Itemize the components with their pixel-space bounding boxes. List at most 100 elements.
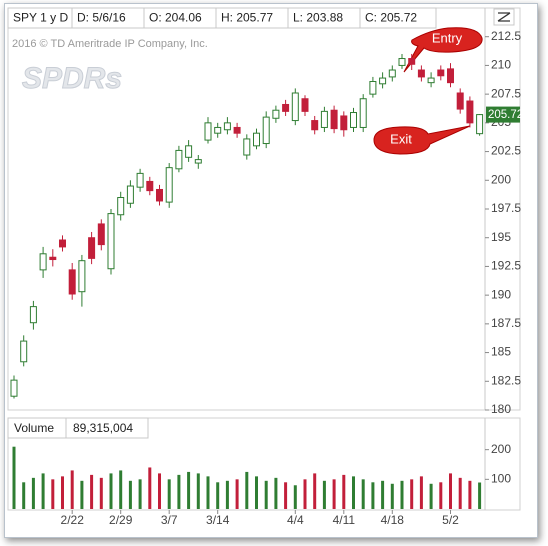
candle-body	[68, 269, 76, 295]
candle-body	[447, 68, 454, 84]
candle-body	[175, 149, 183, 170]
candle-body	[49, 256, 57, 261]
x-tick-label: 5/2	[442, 513, 459, 527]
volume-bar	[371, 482, 375, 509]
y-tick-label: 185	[491, 345, 511, 359]
y-tick-label: 212.5	[491, 29, 521, 43]
volume-title: Volume	[14, 421, 54, 435]
candle-body	[253, 132, 260, 147]
candle-body	[320, 110, 328, 128]
volume-bar	[322, 480, 326, 509]
volume-bar	[119, 470, 123, 509]
candle-body	[262, 116, 270, 145]
volume-bar	[381, 480, 385, 509]
candle-body	[243, 138, 251, 156]
volume-bar	[128, 480, 132, 509]
volume-bar	[361, 479, 365, 509]
last-price-box	[486, 106, 520, 123]
volume-bar	[468, 480, 472, 509]
y-tick-label: 195	[491, 230, 511, 244]
candle-body	[117, 197, 125, 216]
volume-bar	[293, 485, 297, 509]
candle-body	[185, 145, 193, 158]
y-tick-label: 197.5	[491, 201, 521, 215]
candle-body	[107, 213, 115, 270]
candle-body	[330, 109, 338, 130]
volume-bar	[206, 476, 210, 509]
candle-body	[379, 77, 387, 85]
header-text: L: 203.88	[293, 11, 343, 25]
candle-body	[214, 126, 222, 134]
volume-bar	[187, 471, 191, 509]
x-tick-label: 2/22	[61, 513, 85, 527]
volume-bar	[332, 479, 336, 509]
volume-bar	[264, 480, 268, 509]
y-tick-label: 180	[491, 402, 511, 416]
candle-body	[301, 98, 309, 112]
volume-bar	[274, 477, 278, 509]
y-tick-label: 190	[491, 287, 511, 301]
chart-frame	[4, 3, 538, 538]
candle-body	[388, 69, 396, 78]
candle-body	[194, 159, 202, 164]
volume-bar	[99, 477, 103, 509]
candle-body	[456, 92, 464, 110]
candle-body	[408, 58, 416, 65]
volume-bar	[138, 479, 142, 509]
volume-bar	[390, 483, 394, 509]
header-text: D: 5/6/16	[77, 11, 126, 25]
volume-value-cell	[65, 417, 149, 439]
y-tick-label: 200	[491, 172, 511, 186]
volume-bar	[41, 473, 45, 509]
volume-bar	[303, 479, 307, 509]
toolbar-icon[interactable]	[493, 8, 515, 26]
candle-body	[204, 122, 212, 141]
volume-bar	[148, 467, 152, 509]
volume-pane	[7, 417, 521, 511]
candle-body	[156, 188, 163, 202]
annotation-label: Entry	[432, 30, 463, 45]
candle-body	[88, 237, 96, 259]
candle-body	[272, 109, 280, 119]
candle-body	[78, 260, 86, 293]
volume-bar	[342, 474, 346, 509]
candle-body	[476, 114, 484, 135]
candle-body	[282, 103, 290, 112]
volume-bar	[429, 483, 433, 509]
candle-body	[146, 180, 154, 192]
candle-body	[233, 126, 241, 134]
header-text: C: 205.72	[365, 11, 417, 25]
candle-body	[466, 100, 474, 124]
volume-bar	[284, 482, 288, 509]
volume-bar	[235, 479, 239, 509]
last-price-label: 205.72	[488, 109, 523, 121]
volume-bar	[12, 446, 16, 509]
candle-body	[398, 58, 406, 66]
volume-bar	[167, 479, 171, 509]
header-text: SPY 1 y D	[13, 11, 68, 25]
candle-body	[126, 185, 134, 204]
candle-body	[39, 253, 47, 271]
candle-body	[350, 112, 357, 128]
candle-body	[165, 167, 173, 203]
x-tick-label: 3/7	[161, 513, 178, 527]
candle-body	[223, 122, 231, 131]
y-tick-label: 192.5	[491, 259, 521, 273]
candle-body	[97, 223, 105, 246]
volume-bar	[400, 480, 404, 509]
candle-body	[291, 92, 299, 122]
candle-body	[369, 81, 377, 95]
header-text: O: 204.06	[149, 11, 202, 25]
candle-body	[29, 306, 37, 324]
volume-bar	[31, 477, 35, 509]
candle-body	[359, 98, 367, 128]
y-tick-label: 210	[491, 58, 511, 72]
candle-body	[417, 69, 425, 78]
candle-body	[311, 120, 319, 131]
x-tick-label: 4/18	[381, 513, 405, 527]
x-tick-label: 3/14	[206, 513, 230, 527]
y-tick-label: 207.5	[491, 86, 521, 100]
volume-bar	[51, 479, 55, 509]
